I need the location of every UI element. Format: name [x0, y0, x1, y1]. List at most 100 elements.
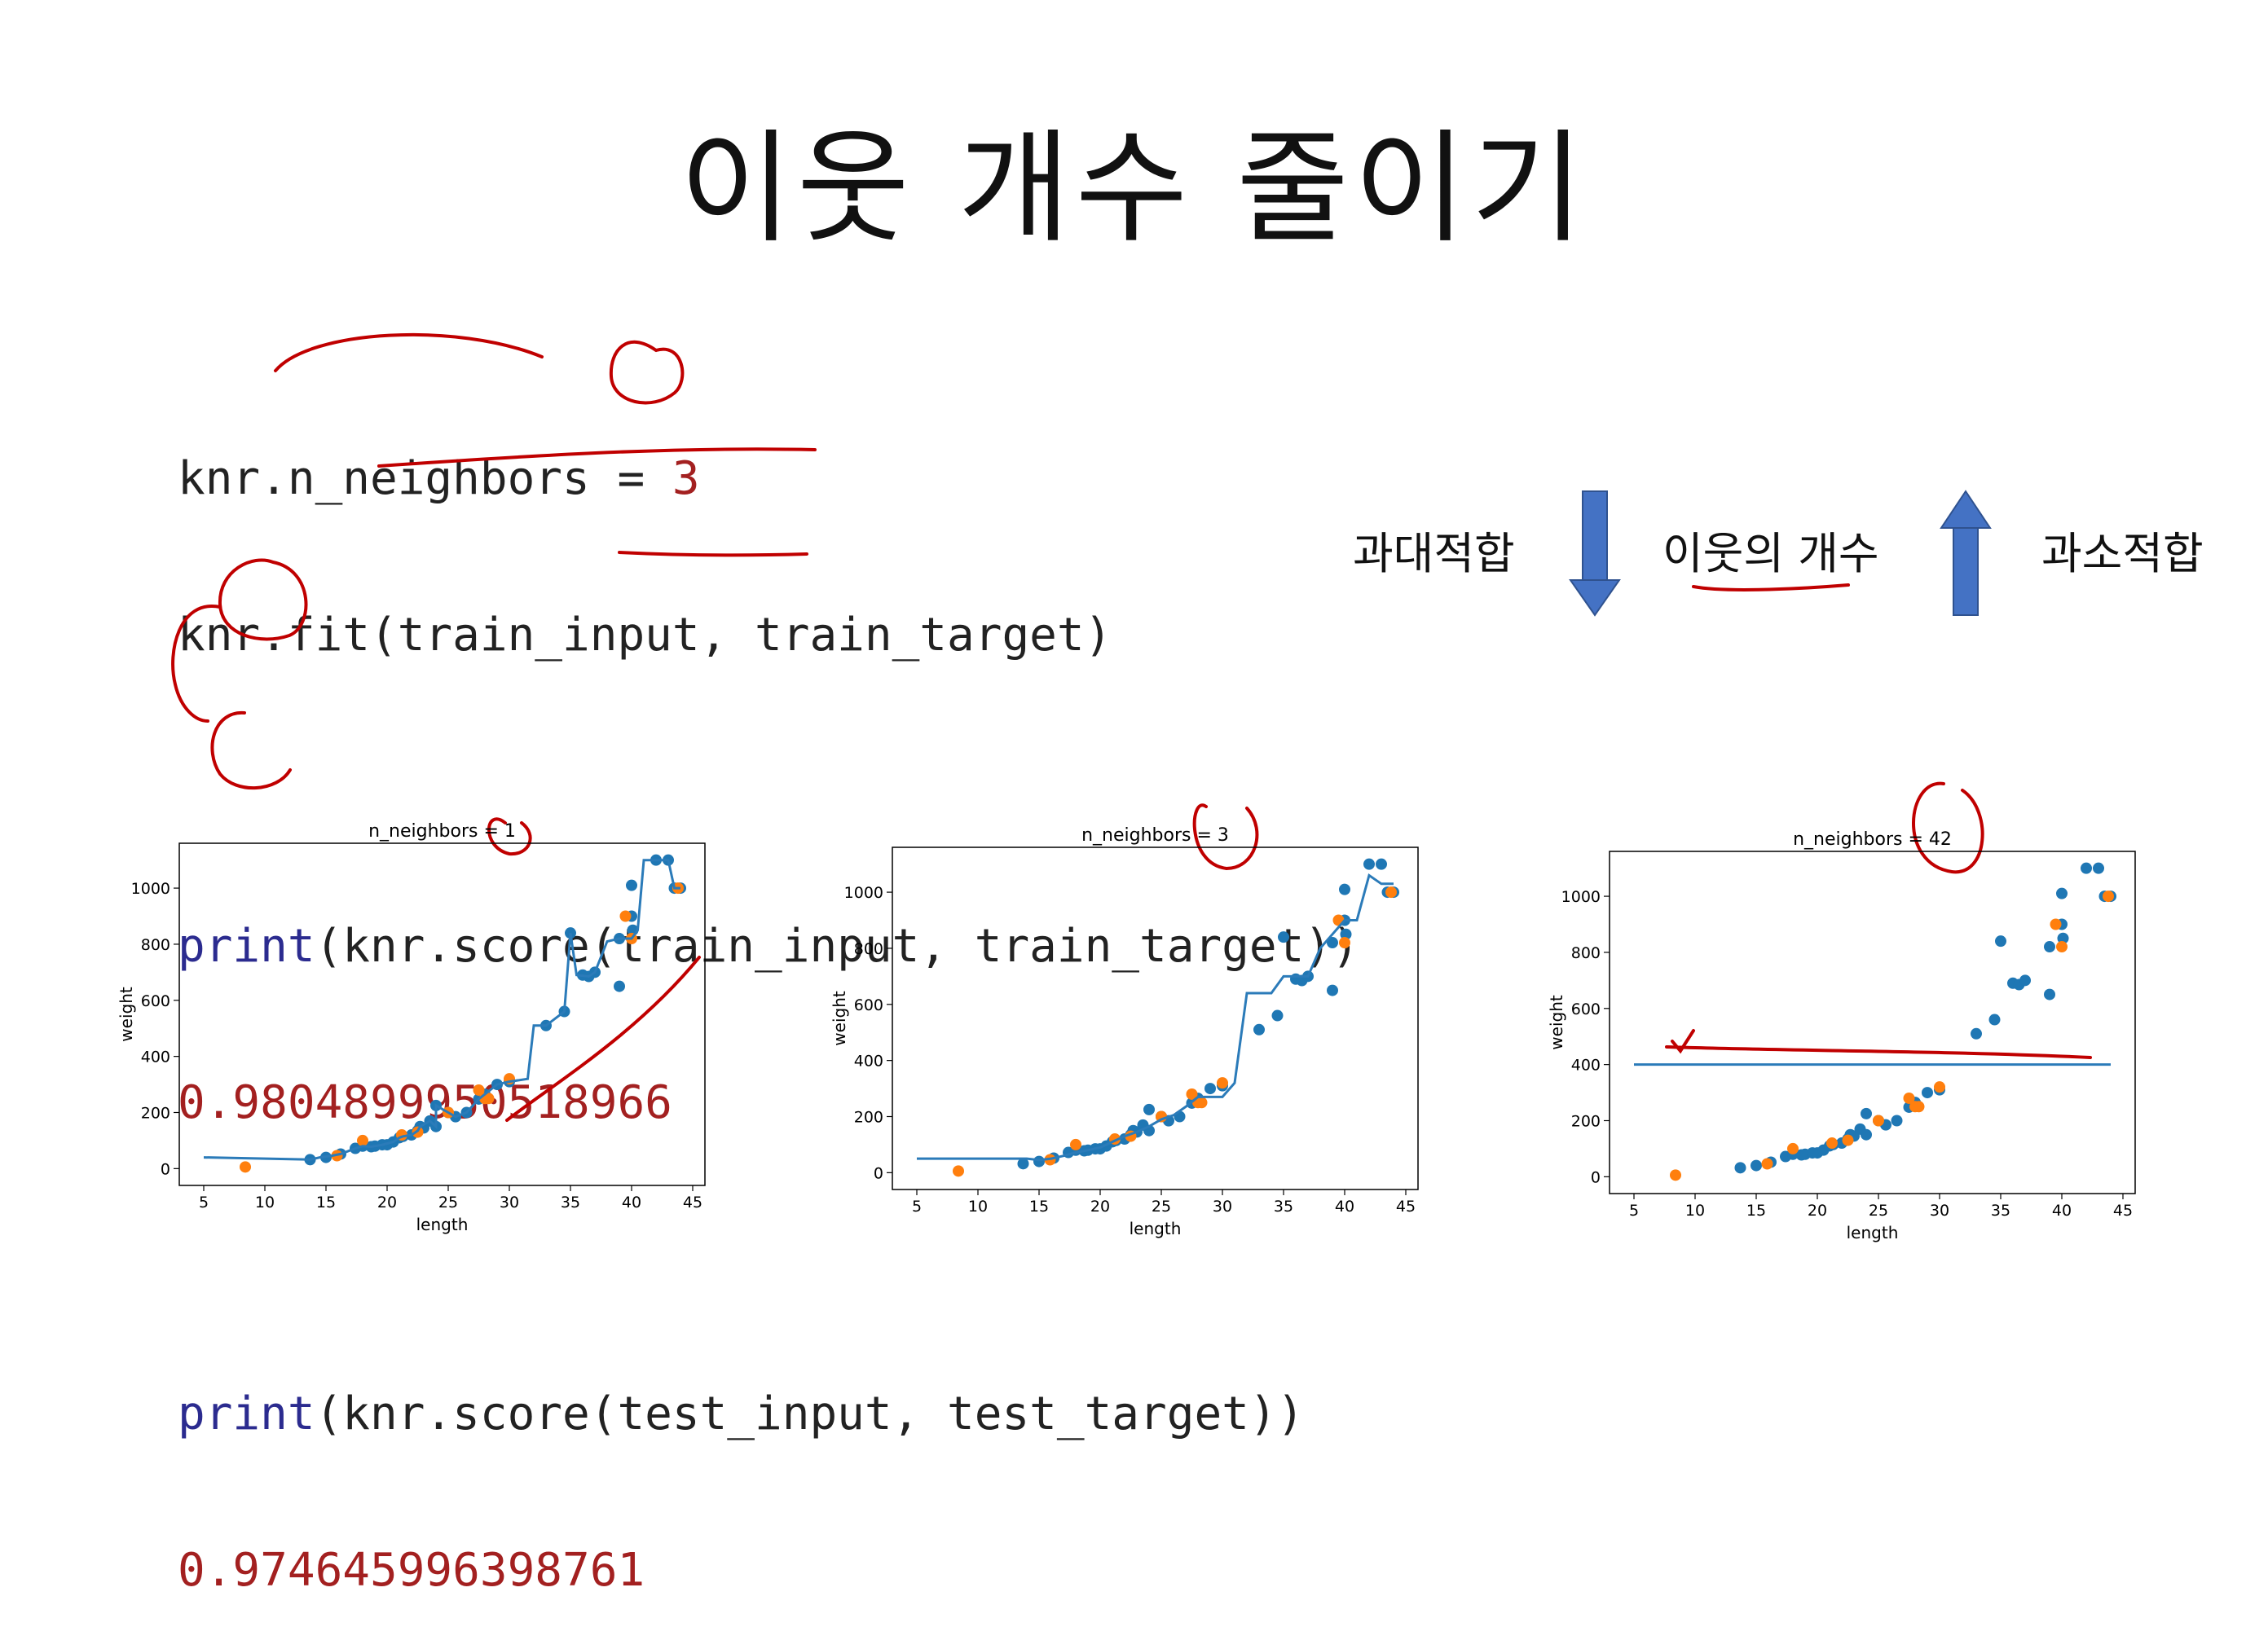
- train-point: [1988, 1014, 2001, 1026]
- train-point: [1861, 1128, 1872, 1141]
- x-axis-label: length: [1130, 1219, 1182, 1238]
- x-tick-label: 15: [1746, 1202, 1766, 1220]
- test-point: [1842, 1134, 1854, 1146]
- y-tick-label: 800: [854, 940, 883, 958]
- arrow-up-icon: [1940, 490, 1992, 616]
- x-tick-label: 10: [968, 1198, 988, 1216]
- train-point: [2019, 974, 2031, 987]
- code-line-5-keyword: print: [178, 1387, 315, 1440]
- y-tick-label: 1000: [131, 880, 170, 898]
- arrow-down-icon: [1569, 490, 1621, 617]
- y-axis-label: weight: [117, 987, 136, 1042]
- code-line-3-rest: (knr.score(train_input, train_target)): [315, 920, 1359, 973]
- test-point: [1070, 1138, 1081, 1150]
- train-point: [1340, 928, 1352, 940]
- x-tick-label: 40: [2052, 1202, 2072, 1220]
- test-point: [482, 1093, 495, 1105]
- chart-title: n_neighbors = 3: [1081, 825, 1229, 846]
- train-point: [1376, 858, 1387, 870]
- train-point: [2056, 887, 2068, 899]
- train-point: [1363, 858, 1375, 870]
- test-point: [2056, 941, 2068, 953]
- x-axis-label: length: [416, 1215, 469, 1234]
- x-tick-label: 5: [912, 1198, 922, 1216]
- train-point: [1995, 935, 2006, 948]
- y-axis-label: weight: [830, 991, 849, 1046]
- y-tick-label: 600: [141, 992, 170, 1010]
- test-point: [1217, 1077, 1228, 1089]
- train-point: [1271, 1009, 1284, 1022]
- neighbors-label: 이웃의 개수: [1662, 528, 1879, 579]
- x-tick-label: 15: [316, 1194, 336, 1211]
- x-tick-label: 20: [1808, 1202, 1827, 1220]
- y-tick-label: 400: [1571, 1057, 1601, 1075]
- x-tick-label: 45: [683, 1194, 702, 1211]
- train-point: [1734, 1162, 1746, 1174]
- x-tick-label: 25: [438, 1194, 458, 1211]
- code-line-1-prefix: knr.n_neighbors =: [178, 452, 672, 505]
- train-point: [1033, 1155, 1045, 1167]
- train-point: [1751, 1159, 1762, 1172]
- test-score-output: 0.974645996398761: [178, 1544, 645, 1597]
- train-point: [1327, 984, 1338, 996]
- plot-frame: [178, 842, 706, 1186]
- chart-k42: n_neighbors = 42 5 10 15 20 25 30 35 40 45 0 200 400…: [1544, 823, 2164, 1255]
- y-tick-label: 1000: [1561, 888, 1601, 906]
- code-line-3: print(knr.score(train_input, train_targe…: [178, 921, 1359, 973]
- test-point: [473, 1084, 485, 1096]
- x-tick-label: 35: [1274, 1198, 1293, 1216]
- y-tick-label: 1000: [844, 884, 883, 902]
- test-point: [619, 910, 632, 922]
- code-line-3-keyword: print: [178, 920, 315, 973]
- train-point: [1143, 1103, 1155, 1115]
- x-tick-label: 35: [1991, 1202, 2010, 1220]
- code-line-1-value: 3: [672, 452, 700, 505]
- overfit-label: 과대적합: [1353, 528, 1515, 579]
- x-tick-label: 30: [1930, 1202, 1949, 1220]
- test-point: [1873, 1115, 1884, 1127]
- train-point: [1327, 937, 1338, 949]
- y-tick-label: 0: [161, 1160, 170, 1178]
- x-tick-label: 25: [1869, 1202, 1888, 1220]
- test-point: [1934, 1081, 1945, 1093]
- train-point: [2044, 941, 2055, 953]
- x-tick-label: 15: [1029, 1198, 1049, 1216]
- train-point: [1278, 931, 1289, 943]
- train-point: [1971, 1027, 1982, 1040]
- train-point: [1339, 883, 1350, 895]
- train-point: [1922, 1087, 1933, 1099]
- x-tick-label: 30: [500, 1194, 519, 1211]
- x-tick-label: 10: [1685, 1202, 1705, 1220]
- x-tick-label: 25: [1152, 1198, 1171, 1216]
- test-point: [1196, 1097, 1208, 1109]
- underfit-label: 과소적합: [2041, 528, 2204, 579]
- test-point: [1385, 886, 1397, 899]
- plot-frame: [892, 846, 1419, 1190]
- test-point: [1903, 1092, 1915, 1104]
- x-tick-label: 5: [199, 1194, 209, 1211]
- x-axis-label: length: [1847, 1223, 1899, 1242]
- y-tick-label: 400: [854, 1053, 883, 1071]
- plot-frame: [1609, 851, 2136, 1194]
- y-tick-label: 600: [1571, 1000, 1601, 1018]
- x-tick-label: 40: [1335, 1198, 1354, 1216]
- test-point: [1761, 1158, 1773, 1170]
- x-tick-label: 10: [255, 1194, 275, 1211]
- train-point: [1253, 1023, 1265, 1036]
- prediction-line: [917, 873, 1394, 1162]
- y-tick-label: 400: [141, 1049, 170, 1066]
- chart-title: n_neighbors = 1: [368, 821, 516, 842]
- chart-title: n_neighbors = 42: [1793, 829, 1952, 850]
- test-point: [1339, 937, 1350, 949]
- y-tick-label: 800: [141, 936, 170, 954]
- code-line-5: print(knr.score(test_input, test_target)…: [178, 1388, 1359, 1440]
- chart-k1: n_neighbors = 1 5 10 15 20 25 30 35 40 45 0 200 400 6…: [114, 815, 733, 1247]
- test-point: [2050, 918, 2062, 930]
- train-point: [2081, 862, 2092, 874]
- prediction-line: [203, 859, 680, 1161]
- train-point: [2044, 988, 2055, 1000]
- x-tick-label: 20: [1090, 1198, 1110, 1216]
- train-point: [626, 879, 637, 891]
- test-point: [2103, 890, 2114, 903]
- slide-title: 이웃 개수 줄이기: [679, 118, 1589, 260]
